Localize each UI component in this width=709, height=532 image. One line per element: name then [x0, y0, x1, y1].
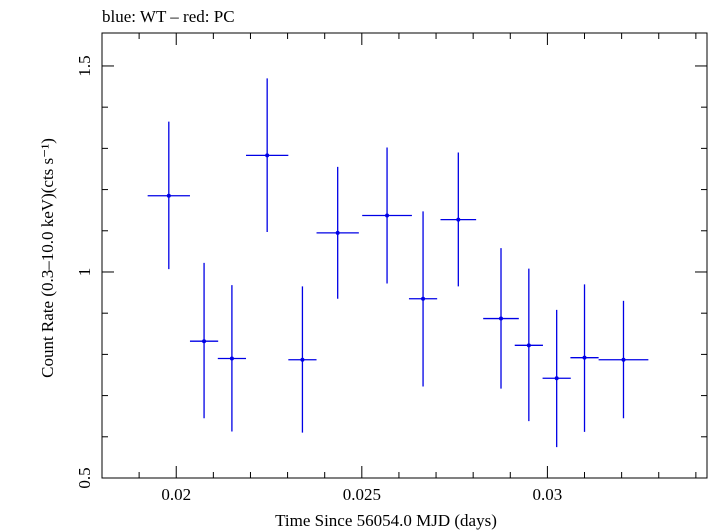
- point-marker: [499, 316, 504, 321]
- data-point: [408, 211, 438, 387]
- data-points: [147, 78, 649, 448]
- data-point: [147, 121, 190, 270]
- point-marker: [526, 343, 531, 348]
- point-marker: [621, 357, 626, 362]
- data-point: [483, 248, 519, 389]
- data-point: [514, 268, 543, 422]
- point-marker: [265, 153, 270, 158]
- x-tick-label: 0.025: [343, 485, 381, 504]
- point-marker: [300, 357, 305, 362]
- axis-ticks: 0.02 0.025 0.03 0.5 1 1.5: [75, 33, 707, 504]
- data-point: [570, 284, 599, 432]
- y-axis-label: Count Rate (0.3–10.0 keV)(cts s⁻¹): [38, 138, 57, 378]
- x-axis-label: Time Since 56054.0 MJD (days): [275, 511, 497, 530]
- x-tick-label: 0.02: [161, 485, 191, 504]
- plot-frame: [101, 32, 708, 479]
- data-point: [362, 147, 412, 284]
- point-marker: [385, 213, 390, 218]
- y-tick-label: 0.5: [75, 467, 94, 488]
- y-tick-label: 1.5: [75, 55, 94, 76]
- point-marker: [202, 339, 207, 344]
- data-point: [598, 300, 649, 419]
- data-point: [217, 285, 247, 432]
- point-marker: [335, 230, 340, 235]
- data-point: [288, 286, 317, 433]
- point-marker: [582, 355, 587, 360]
- point-marker: [554, 376, 559, 381]
- data-point: [316, 166, 359, 299]
- data-point: [189, 262, 219, 419]
- point-marker: [229, 356, 234, 361]
- point-marker: [456, 217, 461, 222]
- y-tick-label: 1: [75, 268, 94, 277]
- point-marker: [421, 296, 426, 301]
- chart-title: blue: WT – red: PC: [102, 7, 235, 26]
- data-point: [246, 78, 289, 233]
- data-point: [542, 309, 571, 448]
- point-marker: [166, 193, 171, 198]
- x-tick-label: 0.03: [533, 485, 563, 504]
- data-point: [440, 152, 477, 287]
